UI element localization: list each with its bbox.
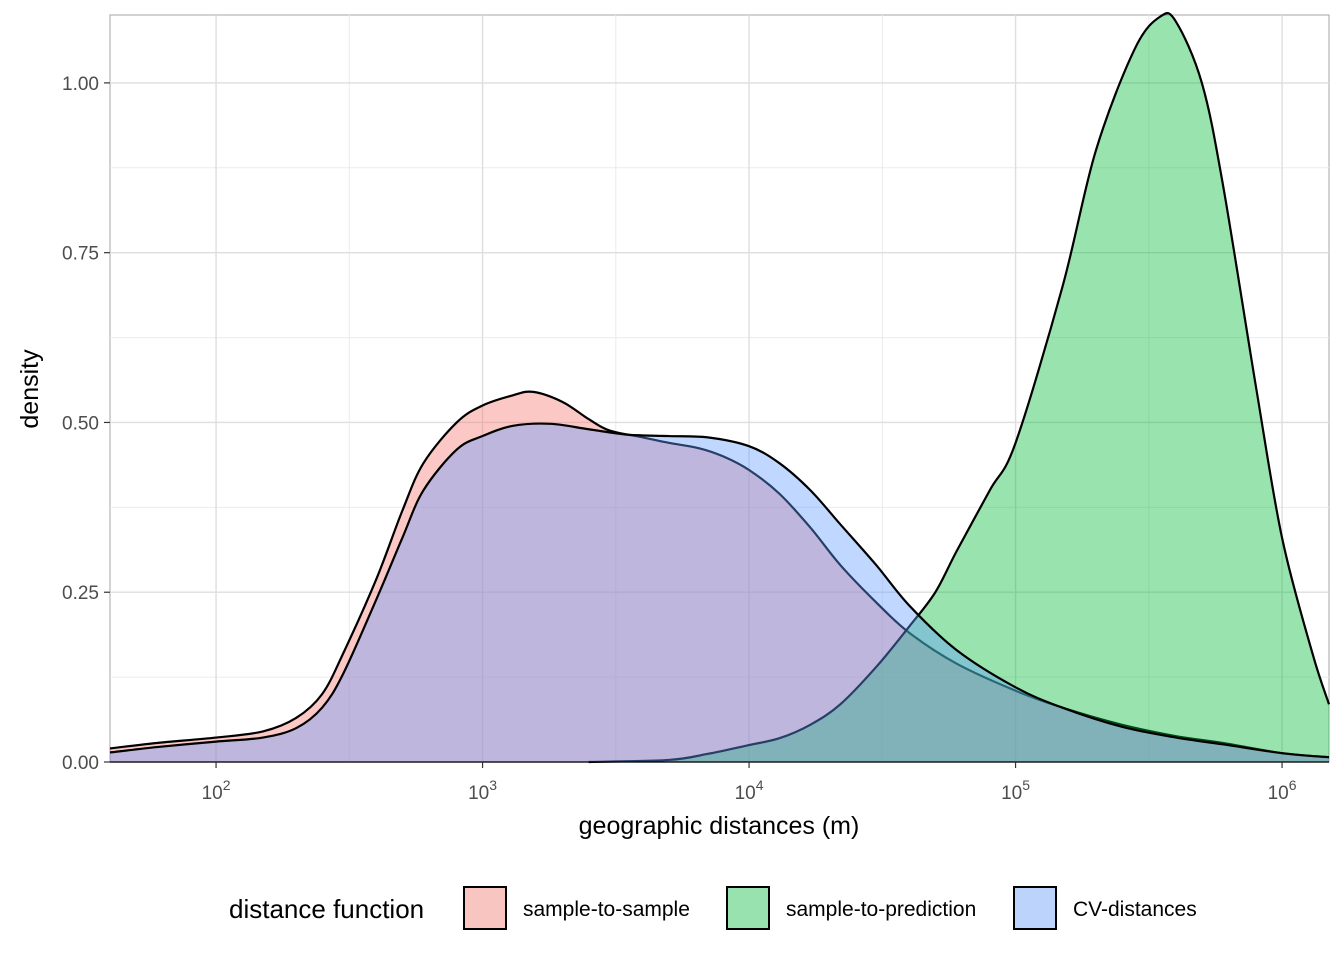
density-line-2 [109, 422, 1330, 759]
legend-key-2 [1013, 886, 1057, 930]
density-area-1 [588, 13, 1329, 763]
y-axis-ticks: 0.00 0.25 0.50 0.75 1.00 [62, 74, 110, 774]
x-axis-ticks: 102 103 104 105 106 [202, 762, 1297, 804]
legend-label-1: sample-to-prediction [786, 898, 976, 921]
y-tick-label-4: 1.00 [62, 74, 99, 95]
x-tick-label-3: 105 [1001, 777, 1030, 804]
y-axis-title: density [16, 349, 44, 429]
x-tick-label-4: 106 [1268, 777, 1297, 804]
legend-key-1 [726, 886, 770, 930]
legend-key-0 [463, 886, 507, 930]
density-line-0 [109, 390, 1330, 759]
x-tick-label-1: 103 [468, 777, 497, 804]
legend-label-2: CV-distances [1073, 898, 1197, 921]
density-line-1 [588, 12, 1331, 764]
x-tick-label-0: 102 [202, 777, 231, 804]
legend-label-0: sample-to-sample [523, 898, 690, 921]
y-tick-label-0: 0.00 [62, 753, 99, 774]
x-axis-title: geographic distances (m) [579, 812, 860, 840]
y-tick-label-2: 0.50 [62, 413, 99, 434]
legend-title: distance function [229, 894, 424, 924]
density-areas [109, 12, 1331, 764]
y-tick-label-1: 0.25 [62, 583, 99, 604]
y-tick-label-3: 0.75 [62, 244, 99, 265]
plot-panel [109, 14, 1330, 763]
legend: distance function sample-to-sample sample… [229, 886, 1197, 930]
x-tick-label-2: 104 [735, 777, 764, 804]
density-area-0 [110, 391, 1329, 762]
